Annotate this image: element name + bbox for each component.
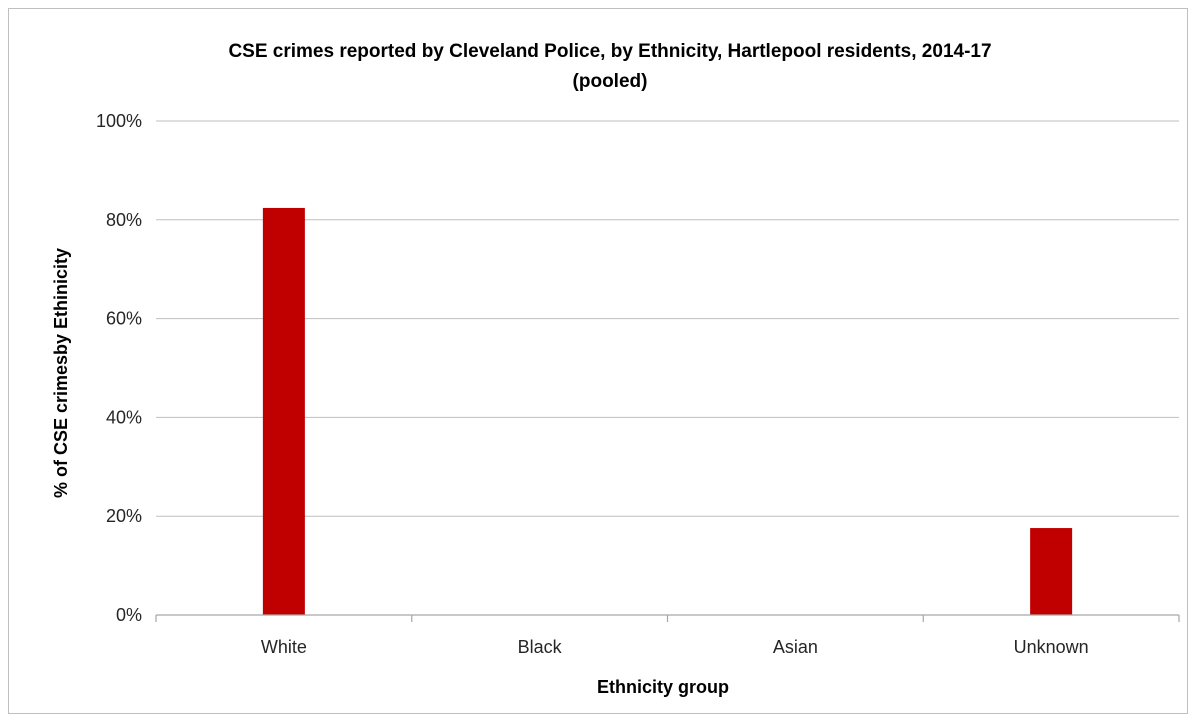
- chart-frame: CSE crimes reported by Cleveland Police,…: [8, 8, 1188, 714]
- y-axis-ticks: 0% 20% 40% 60% 80% 100%: [96, 111, 142, 625]
- bar-chart: CSE crimes reported by Cleveland Police,…: [51, 41, 1180, 697]
- x-axis: [155, 614, 1180, 622]
- y-tick-label-100: 100%: [96, 111, 142, 131]
- y-tick-label-0: 0%: [116, 605, 142, 625]
- y-tick-label-40: 40%: [106, 407, 142, 427]
- y-tick-label-60: 60%: [106, 309, 142, 329]
- chart-title-line-1: CSE crimes reported by Cleveland Police,…: [228, 41, 991, 62]
- x-tick-label-white: White: [261, 637, 307, 657]
- gridlines: [156, 120, 1179, 517]
- x-tick-label-asian: Asian: [773, 637, 818, 657]
- chart-title-line-2: (pooled): [573, 71, 648, 92]
- x-tick-label-black: Black: [518, 637, 563, 657]
- y-tick-label-20: 20%: [106, 506, 142, 526]
- bars: [262, 207, 1073, 615]
- bar-unknown: [1030, 528, 1073, 615]
- x-axis-ticks: White Black Asian Unknown: [261, 637, 1089, 657]
- x-axis-title: Ethnicity group: [597, 677, 729, 697]
- y-axis-title: % of CSE crimesby Ethinicity: [51, 248, 71, 498]
- x-tick-label-unknown: Unknown: [1014, 637, 1089, 657]
- bar-white: [262, 207, 305, 615]
- y-tick-label-80: 80%: [106, 210, 142, 230]
